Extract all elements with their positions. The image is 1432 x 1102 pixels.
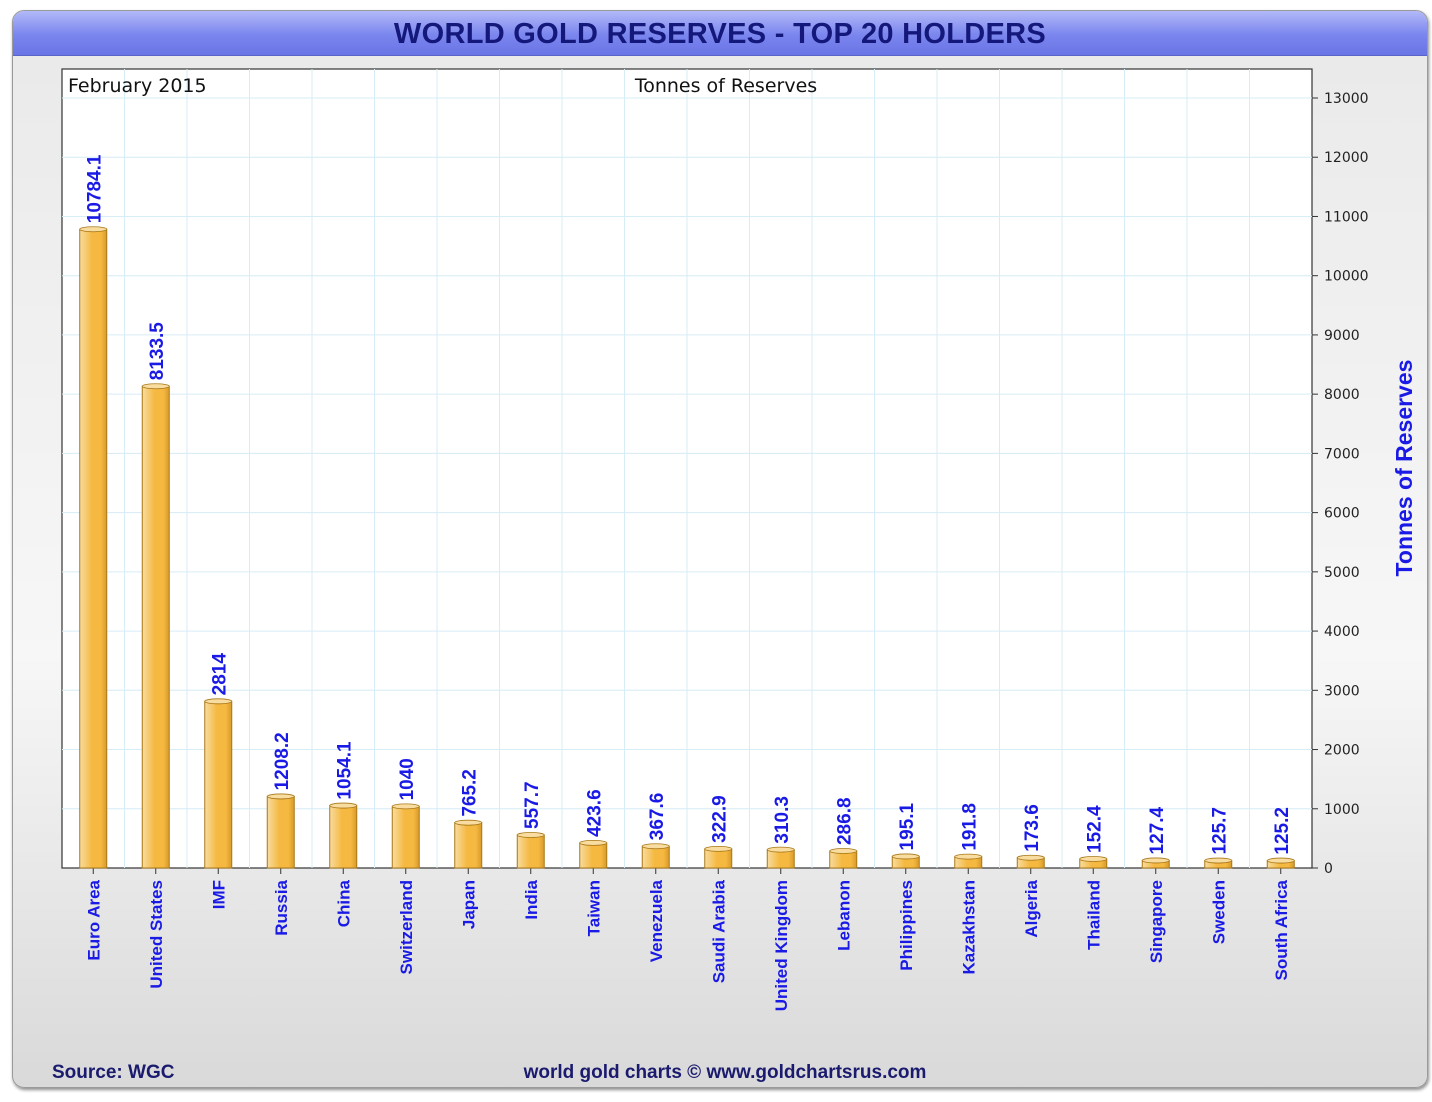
y-tick-label: 4000 [1324, 624, 1360, 640]
category-label: Lebanon [834, 880, 853, 951]
bar [391, 805, 420, 869]
bar [79, 228, 108, 869]
category-label: South Africa [1272, 879, 1291, 980]
chart-title: WORLD GOLD RESERVES - TOP 20 HOLDERS [393, 18, 1047, 50]
value-label: 286.8 [834, 797, 855, 845]
value-label: 125.2 [1272, 807, 1293, 855]
grid-layer [62, 69, 1312, 868]
y-axis-label: Tonnes of Reserves [1391, 360, 1417, 577]
bar [141, 385, 170, 869]
y-tick-label: 0 [1324, 861, 1333, 877]
value-label: 195.1 [897, 802, 918, 850]
y-tick-label: 1000 [1324, 802, 1360, 818]
category-label: Philippines [897, 880, 916, 971]
bar-cap [1079, 856, 1108, 862]
category-label: Kazakhstan [959, 880, 978, 974]
y-tick-label: 3000 [1324, 683, 1360, 699]
category-label: Sweden [1209, 880, 1228, 944]
bar-cap [1204, 857, 1233, 864]
value-label: 322.9 [709, 795, 730, 843]
source-label: Source: WGC [52, 1062, 175, 1083]
category-label: IMF [209, 880, 228, 909]
bar-cap [1016, 854, 1045, 861]
bar-cap [704, 845, 733, 852]
category-label: Switzerland [397, 880, 416, 974]
category-label: China [334, 879, 353, 927]
value-label: 127.4 [1147, 806, 1168, 854]
value-label: 8133.5 [147, 322, 168, 381]
y-tick-label: 5000 [1324, 565, 1360, 581]
credit-label: world gold charts © www.goldchartsrus.co… [523, 1062, 927, 1083]
category-label: Thailand [1084, 880, 1103, 950]
y-tick-label: 6000 [1324, 506, 1360, 522]
bar-cap [829, 848, 858, 854]
bar-cap [516, 832, 545, 838]
category-label: United Kingdom [772, 880, 791, 1011]
value-label: 1040 [397, 758, 418, 800]
title-bar: WORLD GOLD RESERVES - TOP 20 HOLDERS [13, 11, 1427, 56]
date-label: February 2015 [68, 75, 207, 97]
value-label: 125.7 [1209, 807, 1230, 855]
bar [641, 845, 670, 869]
value-label: 191.8 [959, 803, 980, 851]
y-tick-label: 2000 [1324, 743, 1360, 759]
value-label: 367.6 [647, 793, 668, 841]
value-label: 765.2 [459, 769, 480, 817]
bar [516, 834, 545, 869]
bar-cap [79, 226, 108, 233]
bar-cap [266, 793, 295, 800]
labels-layer: 10784.1 Euro Area 8133.5 United States 2814 I… [84, 154, 1293, 1011]
bar-cap [454, 819, 483, 826]
bar [329, 805, 358, 869]
category-label: Venezuela [647, 879, 666, 962]
bars-layer [79, 226, 1295, 869]
y-tick-label: 9000 [1324, 328, 1360, 344]
y-tick-label: 7000 [1324, 446, 1360, 462]
value-label: 310.3 [772, 796, 793, 844]
category-label: Singapore [1147, 880, 1166, 963]
category-label: United States [147, 880, 166, 989]
value-label: 173.6 [1022, 804, 1043, 852]
bar-cap [391, 803, 420, 810]
y-tick-label: 10000 [1324, 269, 1369, 285]
value-label: 557.7 [522, 781, 543, 829]
value-label: 1208.2 [272, 732, 293, 790]
bar-cap [891, 853, 920, 860]
bar-cap [141, 383, 170, 390]
bar [266, 795, 295, 869]
bar-cap [954, 853, 983, 860]
value-label: 152.4 [1084, 805, 1105, 853]
category-label: Algeria [1022, 879, 1041, 937]
category-label: India [522, 879, 541, 919]
y-tick-label: 11000 [1324, 209, 1369, 225]
category-label: Taiwan [584, 880, 603, 936]
category-label: Russia [272, 879, 291, 935]
category-label: Japan [459, 880, 478, 929]
category-label: Euro Area [84, 879, 103, 960]
bar [204, 700, 233, 869]
bar [579, 842, 608, 869]
bar-cap [204, 698, 233, 705]
value-label: 1054.1 [334, 741, 355, 800]
value-label: 423.6 [584, 789, 605, 837]
value-label: 2814 [209, 653, 230, 696]
bar-cap [1266, 857, 1295, 864]
y-tick-label: 8000 [1324, 387, 1360, 403]
y-tick-label: 13000 [1324, 91, 1369, 107]
bar-cap [766, 846, 795, 853]
axis-layer: 0 1000 2000 3000 4000 5000 6000 7000 8000 9000 100… [92, 91, 1369, 877]
subtitle-label: Tonnes of Reserves [634, 75, 817, 97]
bar-cap [641, 843, 670, 850]
bar-cap [1141, 857, 1170, 864]
bar [454, 822, 483, 869]
y-tick-label: 12000 [1324, 150, 1369, 166]
bar-cap [329, 802, 358, 809]
bar-cap [579, 840, 608, 846]
category-label: Saudi Arabia [709, 879, 728, 983]
value-label: 10784.1 [84, 154, 105, 223]
